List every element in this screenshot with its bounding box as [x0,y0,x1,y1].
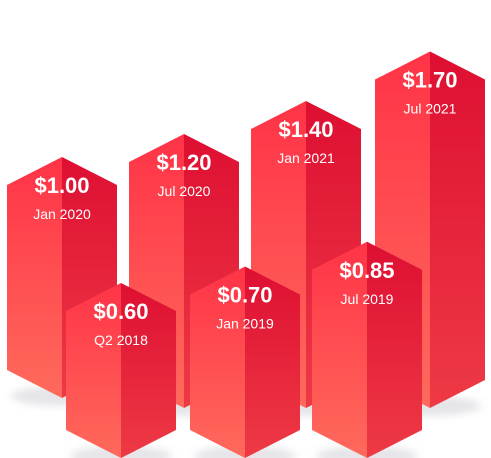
bar-column: $0.85 Jul 2019 [312,241,422,458]
bar-price-label: $1.00 [34,173,89,198]
bar-price-label: $1.20 [156,150,211,175]
bar-face-left [7,157,62,398]
bar-price-label: $0.70 [217,283,272,308]
bar-period-label: Jan 2019 [216,316,274,332]
bar-period-label: Q2 2018 [94,332,148,348]
bar-price-label: $1.70 [402,68,457,93]
bar-price-label: $0.85 [339,258,394,283]
bar-period-label: Jan 2021 [277,150,335,166]
bar-face-right [121,283,176,458]
bar-price-label: $1.40 [278,117,333,142]
bar-period-label: Jan 2020 [33,206,91,222]
bar-face-right [430,51,485,408]
bar-face-left [190,266,245,458]
bar-face-left [312,241,367,458]
bar-face-right [367,241,422,458]
bar-price-label: $0.60 [93,299,148,324]
bar-column: $0.70 Jan 2019 [190,266,300,458]
bar-column: $0.60 Q2 2018 [66,283,176,458]
bar-period-label: Jul 2020 [158,183,211,199]
bar-face-left [66,283,121,458]
bar-period-label: Jul 2021 [404,101,457,117]
bar-period-label: Jul 2019 [341,291,394,307]
bar-face-right [245,266,300,458]
